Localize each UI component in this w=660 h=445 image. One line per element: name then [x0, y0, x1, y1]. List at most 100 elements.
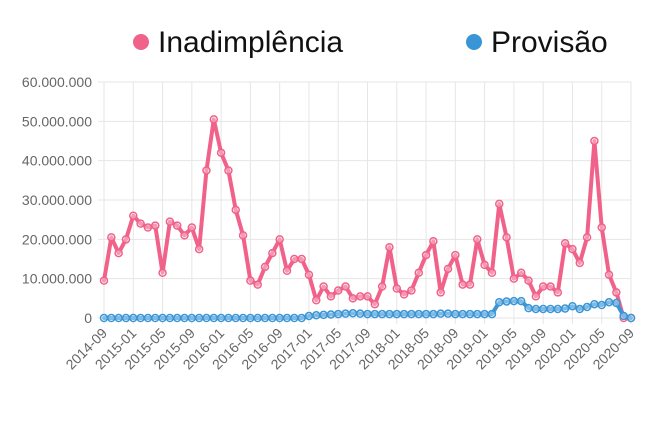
legend-item-provisao[interactable]: Provisão [466, 26, 608, 59]
data-point[interactable] [231, 313, 240, 323]
data-point[interactable] [282, 313, 292, 323]
data-point[interactable] [473, 309, 482, 319]
data-point[interactable] [319, 310, 328, 320]
data-point[interactable] [553, 304, 563, 314]
data-point[interactable] [436, 309, 445, 318]
data-point[interactable] [363, 292, 372, 301]
data-point[interactable] [597, 300, 606, 310]
data-point[interactable] [546, 304, 555, 314]
data-point[interactable] [480, 260, 489, 270]
data-point[interactable] [414, 268, 423, 278]
data-point[interactable] [341, 282, 350, 291]
data-point[interactable] [546, 282, 555, 291]
data-point[interactable] [531, 304, 541, 314]
data-point[interactable] [377, 282, 387, 291]
data-point[interactable] [297, 254, 306, 264]
data-point[interactable] [158, 268, 167, 278]
data-point[interactable] [619, 311, 628, 321]
data-point[interactable] [612, 288, 621, 297]
data-point[interactable] [443, 309, 453, 318]
data-point[interactable] [443, 264, 453, 274]
data-point[interactable] [392, 284, 402, 293]
data-point[interactable] [333, 286, 343, 295]
data-point[interactable] [502, 233, 511, 242]
data-point[interactable] [604, 270, 614, 279]
data-point[interactable] [590, 136, 599, 146]
data-point[interactable] [524, 303, 533, 313]
data-point[interactable] [172, 313, 182, 323]
data-point[interactable] [143, 313, 153, 323]
data-point[interactable] [429, 237, 438, 246]
data-point[interactable] [224, 166, 233, 175]
data-point[interactable] [399, 309, 409, 319]
data-point[interactable] [268, 248, 277, 258]
data-point[interactable] [568, 244, 577, 254]
data-point[interactable] [355, 309, 365, 318]
data-point[interactable] [107, 313, 116, 323]
data-point[interactable] [421, 309, 431, 319]
data-point[interactable] [290, 254, 299, 264]
data-point[interactable] [253, 313, 262, 323]
data-point[interactable] [575, 304, 585, 314]
data-point[interactable] [377, 309, 387, 319]
data-point[interactable] [502, 297, 511, 306]
data-point[interactable] [107, 233, 116, 242]
data-point[interactable] [253, 280, 262, 289]
data-point[interactable] [312, 296, 321, 305]
data-point[interactable] [465, 280, 475, 289]
data-point[interactable] [582, 233, 592, 242]
data-point[interactable] [582, 302, 592, 312]
data-point[interactable] [129, 211, 138, 220]
data-point[interactable] [326, 292, 336, 301]
data-point[interactable] [297, 313, 306, 323]
data-point[interactable] [451, 250, 460, 260]
data-point[interactable] [143, 223, 153, 232]
data-point[interactable] [538, 282, 548, 291]
data-point[interactable] [165, 217, 175, 226]
data-point[interactable] [158, 313, 167, 323]
data-point[interactable] [341, 309, 350, 318]
data-point[interactable] [597, 223, 606, 232]
data-point[interactable] [99, 313, 109, 323]
data-point[interactable] [509, 296, 519, 306]
data-point[interactable] [121, 235, 131, 244]
data-point[interactable] [421, 250, 431, 260]
data-point[interactable] [209, 313, 219, 323]
data-point[interactable] [407, 286, 416, 295]
data-point[interactable] [516, 296, 526, 306]
data-point[interactable] [473, 235, 482, 244]
data-point[interactable] [407, 309, 416, 319]
data-point[interactable] [429, 309, 438, 319]
data-point[interactable] [385, 309, 394, 319]
data-point[interactable] [333, 309, 343, 319]
data-point[interactable] [355, 292, 365, 301]
data-point[interactable] [604, 298, 614, 307]
data-point[interactable] [304, 270, 314, 279]
data-point[interactable] [246, 313, 255, 323]
data-point[interactable] [465, 309, 475, 319]
data-point[interactable] [312, 310, 321, 320]
data-point[interactable] [480, 309, 489, 319]
data-point[interactable] [392, 309, 402, 319]
data-point[interactable] [553, 288, 563, 297]
data-point[interactable] [129, 313, 138, 323]
data-point[interactable] [216, 313, 226, 323]
data-point[interactable] [319, 282, 328, 291]
data-point[interactable] [246, 276, 255, 285]
legend-item-inadimplencia[interactable]: Inadimplência [133, 26, 343, 59]
data-point[interactable] [114, 248, 123, 258]
data-point[interactable] [290, 313, 299, 323]
data-point[interactable] [165, 313, 175, 323]
data-point[interactable] [187, 223, 197, 232]
data-point[interactable] [121, 313, 131, 323]
data-point[interactable] [560, 304, 570, 313]
data-point[interactable] [487, 309, 497, 319]
data-point[interactable] [150, 313, 160, 323]
data-point[interactable] [451, 309, 460, 319]
data-point[interactable] [612, 298, 621, 308]
data-point[interactable] [209, 115, 219, 124]
data-point[interactable] [385, 242, 394, 252]
data-point[interactable] [399, 290, 409, 299]
data-point[interactable] [202, 166, 211, 175]
data-point[interactable] [495, 298, 504, 307]
